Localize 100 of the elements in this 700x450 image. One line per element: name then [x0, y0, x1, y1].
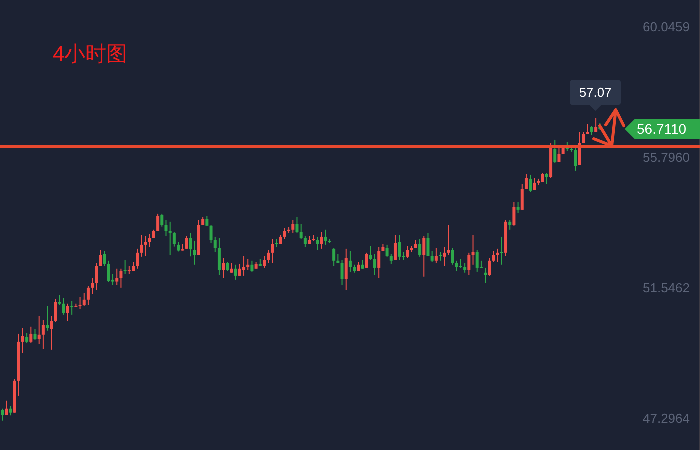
candlestick [468, 252, 471, 276]
candlestick [304, 236, 307, 248]
candlestick [66, 303, 70, 322]
candlestick [1, 408, 4, 422]
candlestick [124, 259, 127, 275]
candlestick [26, 332, 29, 344]
candlestick [30, 326, 33, 344]
candlestick [426, 232, 430, 257]
candlestick [394, 234, 397, 260]
candlestick [476, 250, 479, 272]
candlestick [496, 248, 500, 263]
candlestick [398, 234, 402, 260]
candlestick [594, 118, 598, 132]
candlestick [172, 232, 176, 248]
y-tick-label: 47.2964 [643, 410, 690, 426]
candlestick [332, 248, 336, 267]
candlestick [447, 224, 450, 256]
candlestick [545, 172, 548, 185]
candlestick [520, 184, 524, 210]
candlestick [320, 232, 324, 250]
candlestick [516, 201, 520, 214]
candlestick [500, 236, 504, 266]
candlestick [156, 213, 160, 232]
candlestick [512, 201, 516, 226]
candlestick [210, 224, 213, 244]
candlestick [529, 174, 532, 193]
candlestick [164, 220, 168, 237]
candlestick [369, 246, 372, 260]
candlestick [378, 246, 381, 279]
candlestick [91, 278, 94, 295]
candlestick [99, 250, 102, 267]
candlestick [140, 234, 144, 258]
candlestick [262, 256, 266, 268]
candlestick [62, 298, 66, 316]
candlestick [574, 147, 578, 172]
candlestick [472, 234, 475, 266]
candlestick [422, 236, 426, 278]
candlestick [296, 216, 299, 234]
candlestick [434, 248, 438, 264]
candlestick [116, 268, 119, 286]
candlestick [222, 258, 226, 279]
candlestick [451, 248, 454, 266]
candlestick [206, 216, 209, 226]
candlestick [144, 236, 148, 257]
y-tick-label: 60.0459 [643, 19, 690, 34]
candlestick [42, 320, 45, 350]
candlestick [406, 246, 410, 259]
candlestick [492, 250, 496, 263]
candlestick [168, 221, 172, 256]
candlestick [554, 139, 557, 164]
candlestick [46, 306, 50, 332]
annotation: 57.07 [579, 85, 612, 100]
candlestick [250, 260, 254, 272]
candlestick [148, 234, 152, 248]
candlestick [324, 229, 328, 246]
candlestick [558, 147, 561, 163]
candlestick [344, 248, 348, 291]
candlestick [38, 316, 41, 345]
candlestick [189, 232, 192, 258]
candlestick [54, 298, 58, 322]
candlestick [365, 252, 368, 268]
candlestick [120, 268, 123, 288]
candlestick [214, 236, 217, 253]
candlestick [242, 256, 246, 276]
candlestick [524, 174, 528, 190]
candlestick [390, 254, 393, 264]
candlestick [86, 286, 90, 306]
candlestick [340, 259, 344, 286]
candlestick [455, 260, 458, 272]
candlestick [160, 213, 164, 228]
candlestick [230, 262, 234, 274]
candlestick [218, 238, 221, 276]
candlestick [193, 240, 196, 266]
candlestick [103, 250, 106, 267]
candlestick [484, 267, 488, 284]
candlestick [374, 254, 377, 276]
candlestick [185, 236, 188, 250]
candlestick [386, 244, 389, 258]
candlestick [300, 224, 303, 240]
candlestick [95, 262, 98, 291]
text: 4小时图 [53, 43, 128, 66]
candlestick [21, 328, 24, 354]
candlestick [234, 264, 238, 280]
candlestick [267, 250, 270, 264]
candlestick [82, 292, 86, 307]
candlestick [271, 238, 274, 264]
candlestick [443, 246, 446, 267]
candlestick [34, 328, 37, 341]
candlestick [283, 228, 286, 240]
candlestick [78, 296, 82, 310]
candlestick [488, 258, 492, 276]
candlestick [348, 250, 352, 272]
candlestick [50, 316, 54, 350]
candlestick [430, 250, 434, 263]
candlestick [464, 262, 467, 274]
candlestick [107, 260, 110, 283]
candlestick [292, 220, 295, 234]
candlestick [238, 263, 242, 276]
candlestick [58, 294, 62, 306]
candlestick [418, 238, 422, 258]
